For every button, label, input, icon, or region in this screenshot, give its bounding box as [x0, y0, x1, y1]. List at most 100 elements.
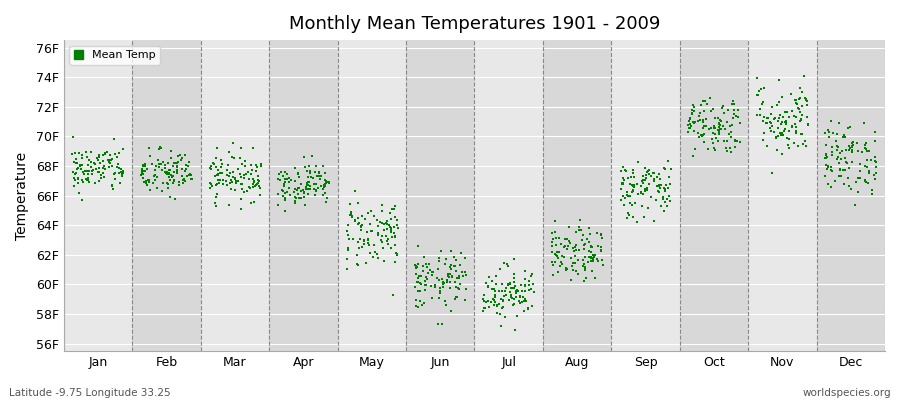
Point: [778, 118, 793, 124]
Point: [355, 244, 369, 251]
Point: [389, 250, 403, 256]
Point: [626, 184, 641, 190]
Point: [476, 305, 491, 311]
Point: [626, 166, 640, 173]
Point: [636, 180, 651, 186]
Point: [626, 183, 640, 189]
Point: [628, 200, 643, 206]
Point: [852, 174, 867, 181]
Point: [210, 172, 224, 179]
Point: [568, 253, 582, 260]
Point: [85, 168, 99, 175]
Point: [706, 130, 720, 136]
Point: [764, 128, 778, 134]
Point: [798, 138, 813, 144]
Point: [421, 270, 436, 277]
Point: [692, 113, 706, 120]
Point: [410, 304, 425, 310]
Point: [220, 162, 235, 168]
Point: [316, 163, 330, 169]
Point: [711, 138, 725, 145]
Point: [75, 177, 89, 183]
Point: [380, 221, 394, 227]
Point: [280, 176, 294, 182]
Point: [68, 160, 83, 166]
Point: [76, 152, 90, 158]
Point: [76, 171, 91, 178]
Point: [164, 172, 178, 178]
Point: [626, 214, 640, 220]
Point: [687, 128, 701, 134]
Point: [716, 123, 730, 129]
Point: [513, 300, 527, 306]
Point: [242, 176, 256, 182]
Point: [67, 175, 81, 182]
Point: [136, 162, 150, 168]
Point: [80, 168, 94, 174]
Point: [213, 157, 228, 163]
Point: [174, 156, 188, 163]
Point: [408, 284, 422, 290]
Point: [457, 296, 472, 303]
Point: [242, 184, 256, 190]
Point: [418, 274, 433, 280]
Point: [769, 134, 783, 140]
Point: [344, 209, 358, 215]
Point: [343, 212, 357, 218]
Point: [544, 243, 559, 249]
Point: [818, 155, 832, 161]
Point: [136, 175, 150, 181]
Point: [159, 180, 174, 186]
Point: [554, 253, 569, 259]
Point: [82, 179, 96, 186]
Point: [278, 195, 293, 202]
Point: [447, 263, 462, 269]
Point: [489, 273, 503, 280]
Point: [785, 108, 799, 114]
Point: [312, 170, 327, 176]
Point: [135, 163, 149, 170]
Point: [308, 192, 322, 198]
Point: [303, 174, 318, 180]
Point: [520, 306, 535, 312]
Point: [166, 163, 180, 169]
Point: [387, 206, 401, 212]
Point: [850, 140, 864, 146]
Point: [630, 180, 644, 187]
Point: [515, 299, 529, 305]
Point: [292, 195, 306, 202]
Point: [340, 256, 355, 262]
Point: [626, 188, 640, 194]
Point: [373, 219, 387, 226]
Point: [441, 272, 455, 278]
Point: [555, 260, 570, 267]
Point: [576, 263, 590, 269]
Point: [388, 233, 402, 239]
Point: [717, 125, 732, 132]
Point: [839, 159, 853, 165]
Point: [781, 142, 796, 148]
Point: [451, 285, 465, 292]
Point: [71, 175, 86, 181]
Point: [842, 147, 856, 154]
Point: [487, 292, 501, 298]
Point: [496, 303, 510, 310]
Point: [559, 267, 573, 273]
Point: [566, 266, 580, 273]
Point: [169, 160, 184, 166]
Point: [773, 130, 788, 136]
Point: [368, 248, 382, 255]
Point: [646, 170, 661, 176]
Point: [756, 118, 770, 124]
Point: [361, 240, 375, 246]
Point: [547, 229, 562, 235]
Point: [155, 166, 169, 173]
Point: [764, 120, 778, 126]
Point: [439, 302, 454, 308]
Point: [204, 182, 219, 189]
Point: [320, 195, 334, 202]
Point: [371, 222, 385, 229]
Point: [284, 177, 298, 184]
Point: [387, 230, 401, 236]
Point: [237, 189, 251, 195]
